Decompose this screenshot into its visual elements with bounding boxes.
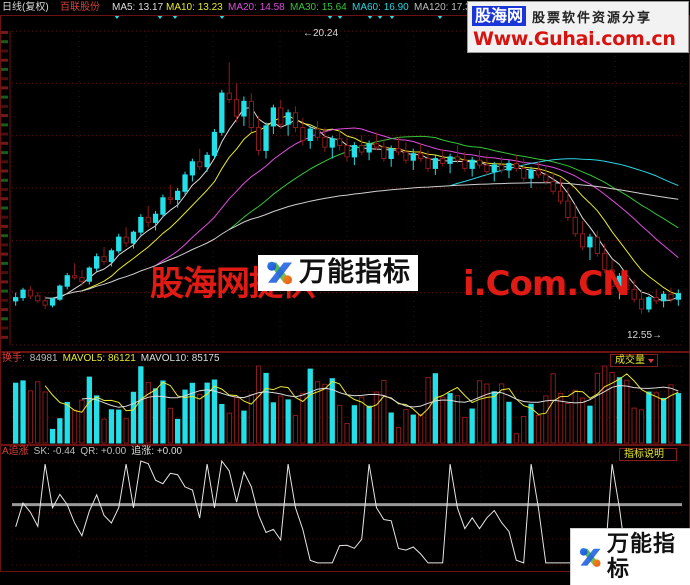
ma60-key: MA60: [352, 2, 381, 13]
low-arrow-icon: → [652, 330, 663, 341]
ma120-key: MA120: [414, 2, 449, 13]
volume-panel-header: 换手: 84981 MAVOL5: 86121 MAVOL10: 85175 [0, 352, 690, 365]
brand-x-icon [579, 547, 601, 567]
mavol5-label: MAVOL5: 86121 [63, 352, 136, 365]
brand-name-bottom: 万能指标 [607, 532, 677, 582]
low-value: 12.55 [627, 330, 653, 341]
oscillator-chart-canvas[interactable] [0, 445, 690, 572]
ma5-key: MA5: [112, 2, 136, 13]
zhuizhang-field: 追涨: +0.00 [131, 445, 182, 458]
site-banner[interactable]: 股海网 股票软件资源分享 Www.Guhai.com.cn [467, 1, 689, 53]
ma10-value: 13.23 [197, 2, 223, 13]
high-arrow-icon: ← [303, 28, 313, 39]
qr-key: QR: [80, 446, 99, 457]
mavol10-key: MAVOL10: [140, 353, 189, 364]
qr-value: +0.00 [100, 446, 127, 457]
volume-title: 换手: [2, 353, 25, 364]
zhuizhang-key: 追涨: [131, 446, 155, 457]
sk-key: SK: [33, 446, 50, 457]
volume-chart-canvas[interactable] [0, 352, 690, 445]
ma5-label: MA5: 13.17 [112, 1, 163, 14]
mavol5-value: 86121 [107, 353, 136, 364]
ma5-value: 13.17 [138, 2, 164, 13]
indicator-description-button[interactable]: 指标说明 [619, 448, 677, 461]
sk-field: SK: -0.44 [34, 445, 76, 458]
brand-x-icon [267, 261, 292, 285]
brand-watermark-bottom: 万能指标 [571, 529, 690, 585]
period-label[interactable]: 日线(复权) [2, 2, 49, 13]
ma120-label: MA120: 17.38 [414, 1, 476, 14]
volume-chart-panel[interactable]: 换手: 84981 MAVOL5: 86121 MAVOL10: 85175 [0, 352, 690, 445]
brand-name-center: 万能指标 [299, 257, 411, 288]
indicator-button-label: 指标说明 [624, 449, 664, 460]
ma20-key: MA20: [228, 2, 257, 13]
chevron-down-icon [648, 359, 654, 363]
ma120-value: 17.38 [451, 2, 477, 13]
ma20-label: MA20: 14.58 [228, 1, 285, 14]
period-low-tag: 12.55→ [627, 330, 662, 342]
volume-value: 84981 [29, 353, 58, 364]
high-value: 20.24 [313, 28, 339, 39]
price-chart-panel[interactable] [0, 15, 690, 352]
volume-button-label: 成交量 [615, 355, 645, 366]
indicator-title: A追涨 [2, 446, 29, 457]
mavol5-key: MAVOL5: [62, 353, 106, 364]
ma30-value: 15.64 [321, 2, 347, 13]
mavol10-label: MAVOL10: 85175 [141, 352, 220, 365]
price-chart-canvas[interactable] [0, 15, 690, 352]
indicator-panel-header: A追涨 SK: -0.44 QR: +0.00 追涨: +0.00 [0, 445, 690, 458]
site-tagline: 股票软件资源分享 [532, 10, 653, 26]
brand-watermark-center: 万能指标 [258, 255, 418, 291]
zhuizhang-value: +0.00 [156, 446, 183, 457]
site-logo: 股海网 [472, 6, 527, 26]
ma10-key: MA10: [166, 2, 195, 13]
volume-indicator-button[interactable]: 成交量 [610, 354, 658, 367]
banner-top-row: 股海网 股票软件资源分享 [468, 4, 688, 28]
period-high-tag: ←20.24 [303, 28, 338, 40]
ma60-value: 16.90 [383, 2, 409, 13]
ma10-label: MA10: 13.23 [166, 1, 223, 14]
qr-field: QR: +0.00 [80, 445, 126, 458]
stock-name-label[interactable]: 百联股份 [60, 2, 100, 13]
sk-value: -0.44 [52, 446, 76, 457]
site-url[interactable]: Www.Guhai.com.cn [473, 28, 676, 50]
mavol10-value: 85175 [191, 353, 220, 364]
ma30-key: MA30: [290, 2, 319, 13]
ma20-value: 14.58 [259, 2, 285, 13]
ma30-label: MA30: 15.64 [290, 1, 347, 14]
ma60-label: MA60: 16.90 [352, 1, 409, 14]
